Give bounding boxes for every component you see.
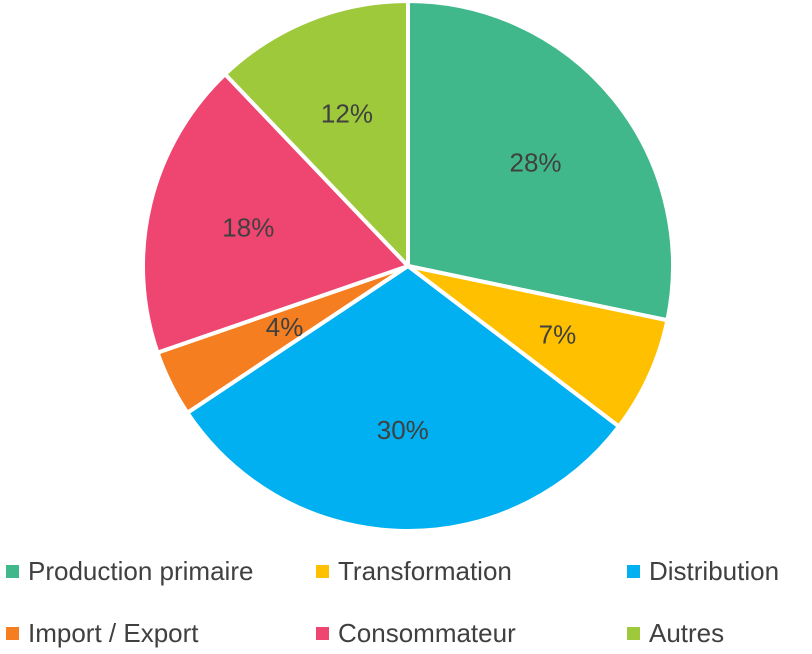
legend-swatch-1 <box>316 564 329 578</box>
pie-slice-2 <box>185 264 621 533</box>
legend-label-3: Import / Export <box>28 617 199 648</box>
slice-data-label-0: 28% <box>509 147 561 177</box>
legend-item-4: Consommateur <box>316 613 516 653</box>
legend-label-2: Distribution <box>649 555 780 586</box>
legend-swatch-3 <box>6 626 19 640</box>
legend-swatch-4 <box>316 626 329 640</box>
legend-item-5: Autres <box>627 613 724 653</box>
legend-label-0: Production primaire <box>28 555 254 586</box>
legend-label-4: Consommateur <box>338 617 516 648</box>
chart-legend: Production primaire Transformation Distrib… <box>0 548 812 654</box>
slice-data-label-5: 12% <box>321 98 373 128</box>
pie-chart-svg: 28% 7% 30% 4% 18% 12% <box>141 0 675 533</box>
legend-swatch-5 <box>627 626 640 640</box>
legend-item-0: Production primaire <box>6 551 253 591</box>
legend-label-1: Transformation <box>338 555 512 586</box>
slice-data-label-1: 7% <box>539 319 577 349</box>
slice-data-label-2: 30% <box>377 415 429 445</box>
legend-item-1: Transformation <box>316 551 512 591</box>
legend-item-2: Distribution <box>627 551 779 591</box>
legend-item-3: Import / Export <box>6 613 199 653</box>
pie-slice-4 <box>141 72 410 355</box>
pie-slice-0 <box>406 0 675 323</box>
pie-data-labels: 28% 7% 30% 4% 18% 12% <box>222 98 576 445</box>
slice-data-label-4: 18% <box>222 212 274 242</box>
legend-swatch-0 <box>6 564 19 578</box>
legend-swatch-2 <box>627 564 640 578</box>
pie-slice-5 <box>223 0 410 268</box>
pie-slice-1 <box>406 264 670 429</box>
legend-label-5: Autres <box>649 617 725 648</box>
pie-slices <box>141 0 675 533</box>
slice-data-label-3: 4% <box>266 312 304 342</box>
